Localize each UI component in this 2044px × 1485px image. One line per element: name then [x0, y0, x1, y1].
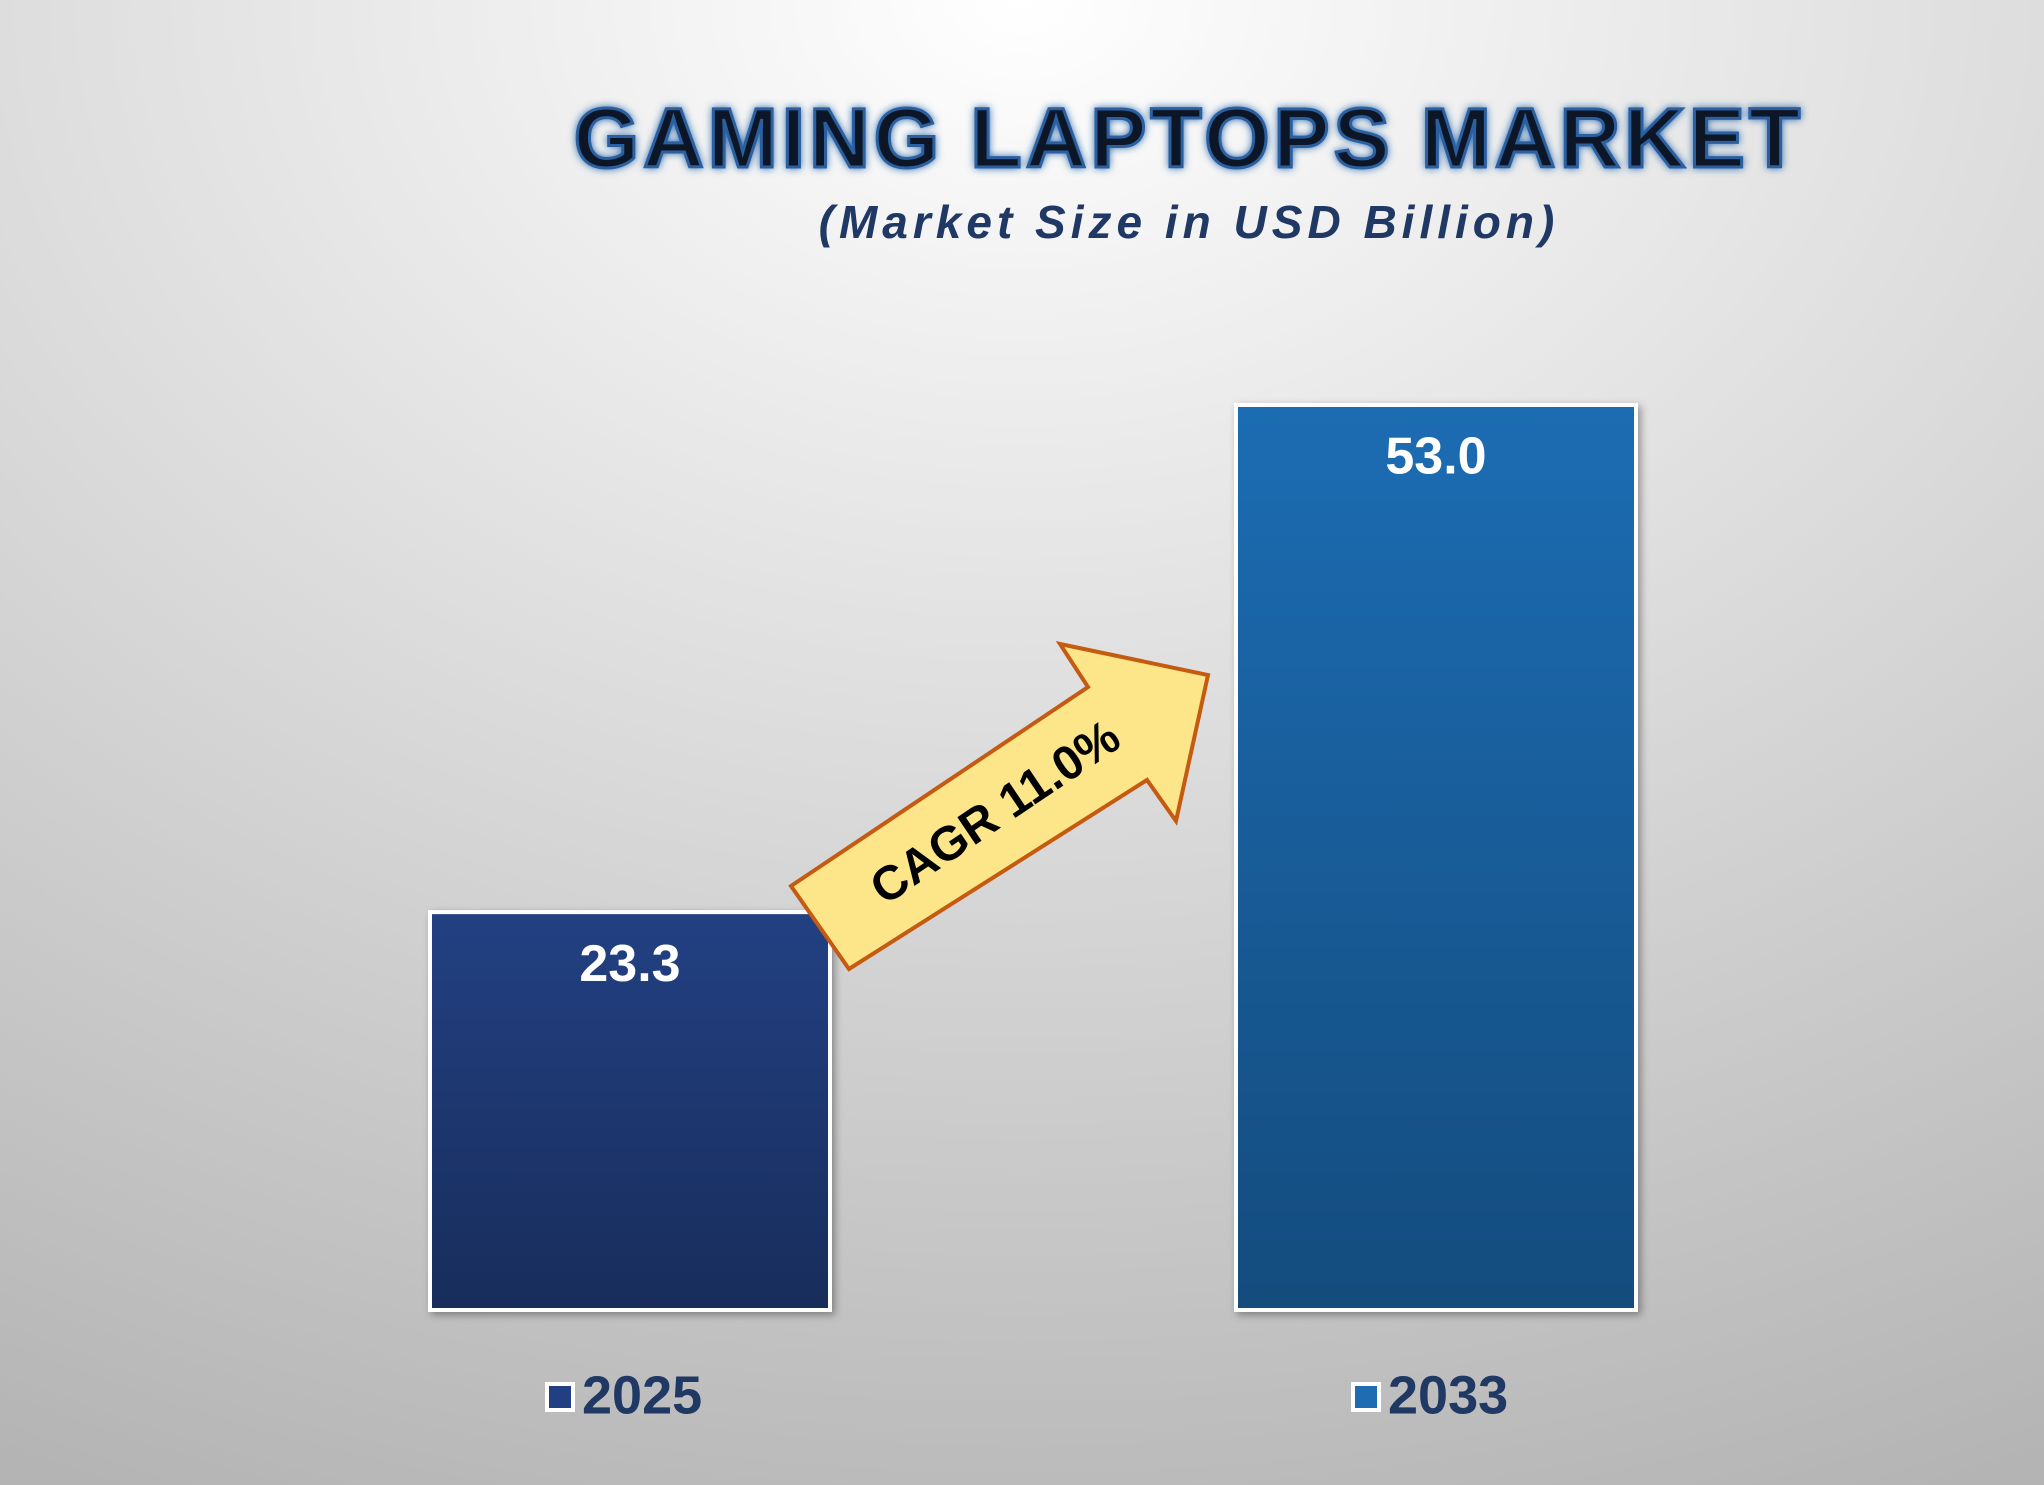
value-label: 53.0: [1385, 428, 1486, 486]
legend-swatch: [1351, 1382, 1381, 1412]
category-label: 2033: [1388, 1365, 1508, 1425]
chart-title: GAMING LAPTOPS MARKET: [574, 91, 1804, 185]
bar-shade: [1238, 407, 1634, 1308]
cagr-arrow: [788, 641, 1211, 972]
bar-shade: [432, 914, 828, 1308]
category-label: 2025: [582, 1365, 702, 1425]
legend-swatch: [545, 1382, 575, 1412]
value-label: 23.3: [579, 935, 680, 993]
chart-subtitle: (Market Size in USD Billion): [819, 196, 1560, 248]
